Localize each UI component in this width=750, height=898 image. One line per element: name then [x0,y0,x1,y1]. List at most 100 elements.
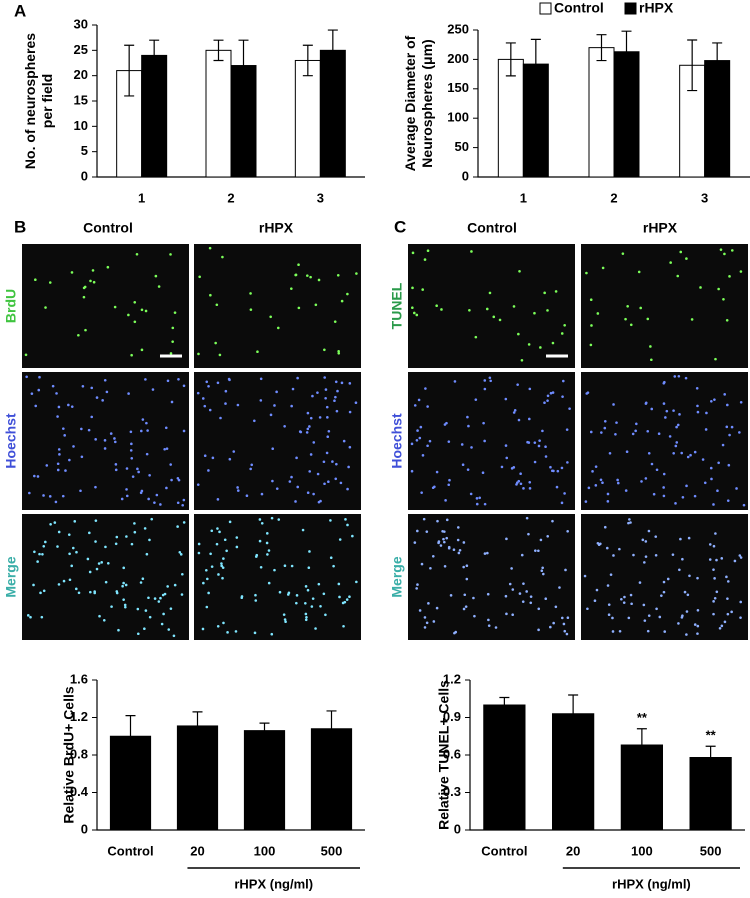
cell [460,443,464,446]
cell [615,421,618,424]
cell [481,471,485,475]
cell [133,300,137,304]
cell [693,450,697,454]
cell [58,453,61,456]
cell [534,549,537,552]
cell [181,503,184,507]
y-tick-label: 0.9 [443,709,461,724]
cell [110,605,113,608]
cell [348,410,352,414]
cell [504,444,508,447]
cell [584,500,588,503]
cell [140,348,144,352]
cell [726,597,729,600]
cell [449,594,453,597]
cell [201,627,205,631]
cell [551,341,555,345]
cell [173,583,177,587]
cell [478,496,481,500]
cell [57,448,61,451]
cell [305,615,308,619]
cell [525,590,528,593]
cell [49,522,52,526]
cell [689,453,692,457]
cell [115,535,119,539]
y-tick-label: 25 [74,42,88,57]
cell [561,379,565,383]
cell [585,271,588,275]
cell [40,615,44,619]
cell [254,599,258,602]
cell [103,447,107,450]
cell [327,480,330,484]
cell [140,489,144,493]
cell [338,595,341,599]
cell [498,318,502,322]
cell [539,346,542,349]
cell [626,305,629,308]
cell [148,615,152,619]
cell [594,465,598,468]
cell [630,602,633,606]
error-bar [596,34,607,62]
error-bar [213,39,224,62]
cell [696,404,699,408]
cell [79,489,82,493]
cell [162,612,165,616]
cell [236,489,240,492]
cell [140,308,144,312]
cell [74,587,78,591]
cell [169,607,173,610]
cell [716,489,719,492]
y-axis-label: Average Diameter of [402,35,418,171]
cell [624,489,628,492]
x-tick-label: 100 [631,843,653,858]
cell [586,607,589,611]
bar [497,58,524,178]
cell [295,594,299,597]
panel-letter: A [14,1,26,20]
x-tick-label: 1 [520,190,527,205]
micrograph [22,514,189,640]
cell [443,565,447,568]
x-tick-label: 3 [701,190,708,205]
cell [527,343,531,346]
cell [672,451,675,455]
bar [176,725,219,831]
cell [568,407,571,410]
cell [53,521,57,524]
cell [705,411,708,415]
cell [309,275,312,279]
cell [665,409,669,413]
y-tick-label: 1.2 [70,709,88,724]
cell [595,588,599,592]
cell [655,468,659,472]
cell [340,381,344,385]
cell [714,532,717,535]
cell [223,538,227,542]
y-tick-label: 150 [447,80,469,95]
cell [342,439,346,443]
cell [492,315,496,319]
cell [440,308,443,311]
cell [475,502,479,506]
cell [421,288,424,291]
cell [442,537,445,541]
cell [537,549,540,553]
cell [552,621,555,625]
cell [163,447,166,451]
cell [727,463,731,467]
cell [549,465,552,469]
cell [129,449,133,452]
cell [309,453,313,456]
error-bar [125,715,136,757]
cell [205,568,208,572]
x-tick-label: 2 [227,190,234,205]
cell [307,566,311,569]
cell [147,497,150,501]
cell [260,492,264,496]
cell [322,460,326,464]
cell [311,394,314,398]
error-bar [705,745,716,769]
cell [728,275,731,278]
